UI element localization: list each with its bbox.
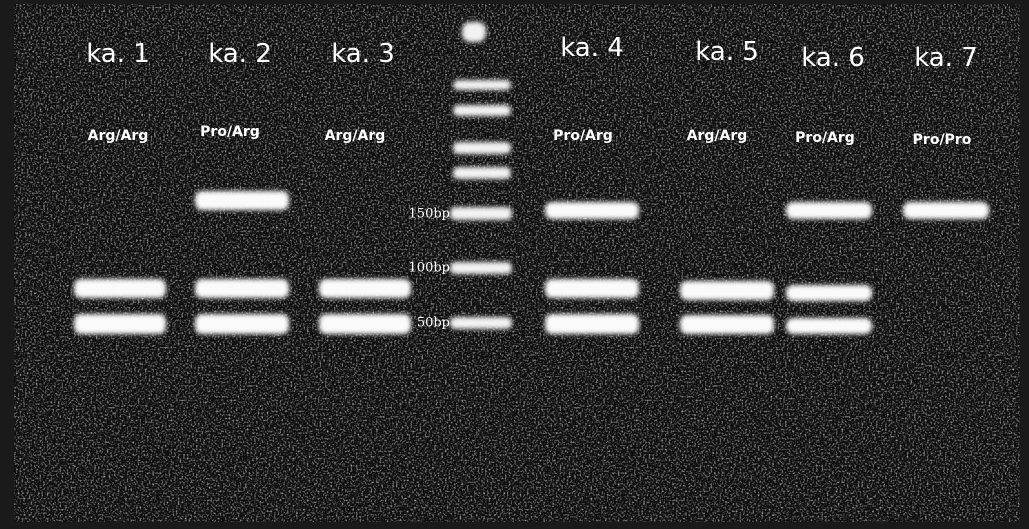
- ladder-size-label: 100bp: [409, 261, 450, 276]
- ladder-size-label: 150bp: [409, 207, 450, 222]
- band: [680, 281, 774, 300]
- lane-label: ka. 3: [331, 39, 395, 69]
- ladder-band: [453, 167, 511, 179]
- band: [545, 314, 639, 334]
- genotype-label: Pro/Arg: [553, 128, 613, 144]
- lane-label: ka. 7: [914, 43, 978, 73]
- band: [195, 191, 289, 210]
- band: [74, 314, 166, 334]
- genotype-label: Arg/Arg: [88, 128, 149, 144]
- band: [903, 202, 989, 219]
- band: [786, 285, 872, 301]
- band: [195, 279, 289, 298]
- ladder-band: [450, 317, 512, 329]
- lane-label: ka. 6: [801, 43, 865, 73]
- ladder-well: [462, 22, 486, 42]
- band: [786, 202, 872, 219]
- lane-label: ka. 5: [695, 37, 759, 67]
- ladder-band: [450, 262, 512, 274]
- genotype-label: Pro/Arg: [795, 130, 855, 146]
- genotype-label: Pro/Pro: [913, 132, 972, 148]
- genotype-label: Arg/Arg: [325, 128, 386, 144]
- genotype-label: Pro/Arg: [200, 124, 260, 140]
- ladder-band: [453, 80, 511, 90]
- band: [74, 279, 166, 298]
- ladder-band: [450, 207, 512, 220]
- band: [680, 315, 774, 334]
- gel-noise: [14, 4, 1020, 522]
- ladder-band: [453, 142, 511, 154]
- band: [786, 318, 872, 334]
- lane-label: ka. 1: [86, 39, 150, 69]
- lane-label: ka. 4: [560, 33, 624, 63]
- band: [319, 314, 411, 334]
- genotype-label: Arg/Arg: [687, 128, 748, 144]
- lane-label: ka. 2: [208, 39, 272, 69]
- band: [545, 202, 639, 219]
- ladder-size-label: 50bp: [417, 316, 450, 331]
- band: [545, 279, 639, 298]
- band: [319, 279, 411, 298]
- ladder-band: [453, 105, 511, 116]
- band: [195, 314, 289, 334]
- gel-image: ka. 1 ka. 2 ka. 3 ka. 4 ka. 5 ka. 6 ka. …: [0, 0, 1029, 529]
